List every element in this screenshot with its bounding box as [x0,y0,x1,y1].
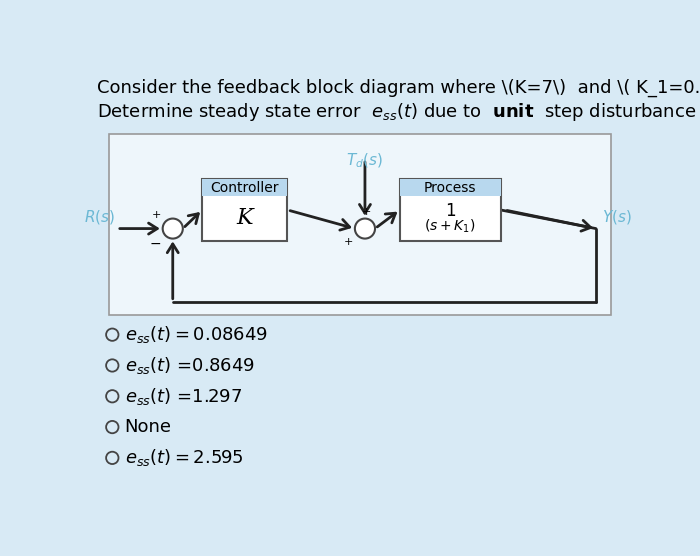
Text: $(s+K_1)$: $(s+K_1)$ [424,217,476,235]
Circle shape [162,219,183,239]
Text: Determine steady state error  $e_{ss}(t)$ due to  $\mathbf{unit}$  step disturba: Determine steady state error $e_{ss}(t)$… [97,99,700,125]
Text: $e_{ss}(t) = 2.595$: $e_{ss}(t) = 2.595$ [125,448,244,468]
Text: $Y(s)$: $Y(s)$ [602,208,632,226]
Text: Process: Process [424,181,477,195]
Circle shape [355,219,375,239]
Text: +: + [344,237,354,247]
Text: 1: 1 [445,202,456,221]
Text: None: None [125,418,172,436]
Text: K: K [237,207,253,230]
Text: +: + [362,207,371,217]
Text: Consider the feedback block diagram where \(K=7\)  and \( K_1=0. 4\).: Consider the feedback block diagram wher… [97,79,700,97]
Bar [400,179,500,196]
Text: $e_{ss}(t)$ =0.8649: $e_{ss}(t)$ =0.8649 [125,355,255,376]
Text: $T_d(s)$: $T_d(s)$ [346,151,384,170]
Text: $e_{ss}(t) = 0.08649$: $e_{ss}(t) = 0.08649$ [125,324,268,345]
Text: Controller: Controller [211,181,279,195]
Text: +: + [152,210,161,220]
Bar [202,179,288,241]
Bar [202,179,288,196]
Bar [109,135,611,315]
Bar [400,179,500,241]
Text: $R(s)$: $R(s)$ [84,208,116,226]
Text: −: − [150,237,161,251]
Text: $e_{ss}(t)$ =1.297: $e_{ss}(t)$ =1.297 [125,386,242,407]
